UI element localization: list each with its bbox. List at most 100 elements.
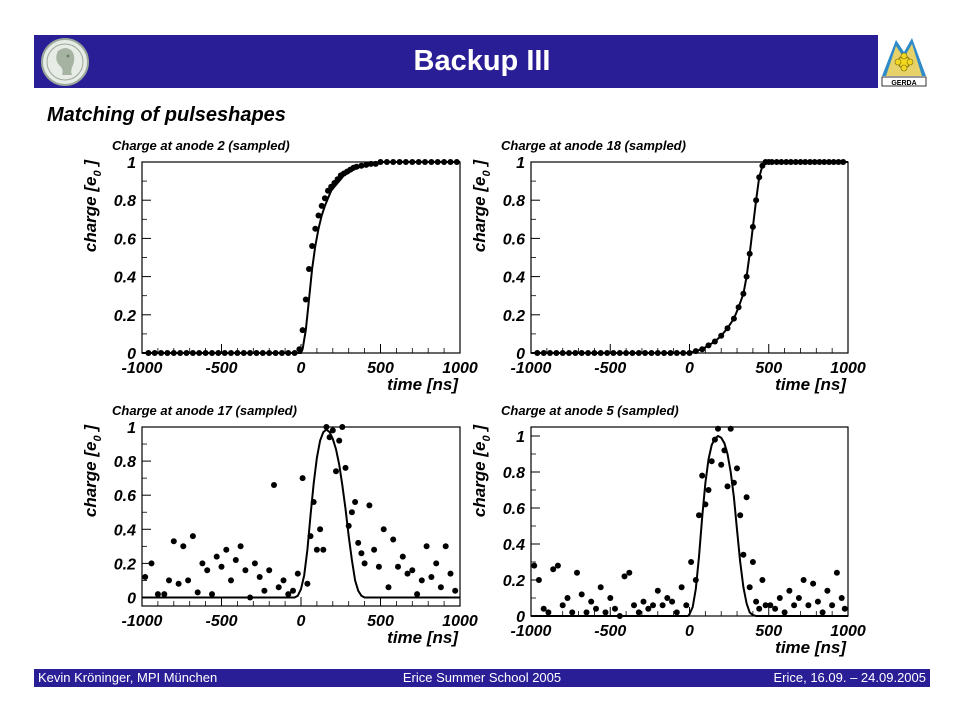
y-tick-label: 0.4 [503, 537, 525, 554]
data-point [285, 350, 292, 356]
y-tick-label: 0.8 [114, 193, 136, 210]
data-point [390, 536, 397, 543]
y-axis-label-subscript: 0 [92, 435, 104, 442]
y-axis-label-main: charge [e [81, 177, 100, 253]
data-point [547, 350, 553, 356]
data-point [743, 273, 750, 280]
data-point [838, 595, 845, 601]
data-point [743, 494, 750, 501]
x-tick-label: -500 [594, 360, 626, 377]
data-point [434, 159, 441, 165]
data-point [291, 350, 298, 356]
data-point [810, 580, 817, 587]
data-point [783, 159, 790, 165]
data-point [377, 159, 384, 165]
y-axis-label-end: ] [470, 424, 489, 436]
data-point [285, 591, 292, 598]
data-point [368, 160, 374, 167]
data-point [572, 350, 579, 356]
data-point [363, 161, 370, 168]
data-point [550, 566, 557, 573]
data-point [422, 159, 428, 165]
data-point [409, 567, 416, 574]
data-point [578, 350, 585, 356]
data-point [535, 577, 542, 583]
data-point [271, 482, 277, 488]
data-point [185, 577, 192, 584]
data-point [814, 598, 821, 605]
y-tick-label: 1 [127, 420, 136, 437]
data-point [821, 159, 828, 165]
data-point [452, 587, 459, 594]
data-point [247, 350, 254, 356]
data-point [320, 546, 327, 553]
data-point [559, 602, 566, 609]
data-point [840, 159, 847, 165]
data-point [151, 350, 158, 356]
x-axis-label: time [ns] [775, 638, 847, 657]
x-tick-label: -500 [205, 360, 237, 377]
data-point [453, 159, 460, 165]
data-point [792, 159, 799, 165]
fit-curve [531, 161, 848, 354]
data-point [772, 605, 779, 612]
data-point [610, 350, 617, 356]
data-point [612, 605, 618, 612]
data-point [635, 609, 642, 616]
y-tick-label: 0.2 [114, 308, 136, 325]
data-point [673, 350, 680, 356]
data-point [310, 499, 317, 505]
data-point [415, 159, 422, 165]
data-point [234, 350, 241, 356]
data-point [746, 584, 753, 591]
data-point [266, 567, 273, 574]
data-point [829, 602, 836, 609]
data-point [566, 350, 572, 356]
data-point [696, 512, 702, 519]
data-point [724, 483, 731, 490]
data-point [597, 584, 604, 591]
plot-anode-2: Charge at anode 2 (sampled) -1000 -500 0 500… [81, 138, 478, 394]
y-tick-label: 1 [127, 155, 136, 172]
data-point [353, 163, 360, 170]
data-point [161, 591, 168, 598]
data-point [749, 559, 756, 565]
y-tick-label: 0.6 [114, 231, 136, 248]
data-point [280, 577, 287, 584]
data-point [835, 159, 842, 165]
data-point [409, 159, 416, 165]
data-point [306, 266, 312, 272]
data-point [447, 570, 454, 577]
data-point [342, 464, 349, 471]
data-point [145, 350, 152, 356]
y-tick-label: 0.2 [503, 308, 525, 325]
data-point [437, 584, 444, 591]
data-point [629, 350, 636, 356]
y-axis-label-subscript: 0 [481, 170, 493, 177]
data-point [718, 332, 725, 339]
data-point [299, 475, 306, 482]
y-tick-label: 0.6 [114, 488, 136, 505]
data-point [759, 577, 766, 583]
data-point [626, 569, 633, 576]
data-point [256, 574, 263, 580]
footer-bar: Kevin Kröninger, MPI München Erice Summe… [34, 669, 930, 687]
footer-author: Kevin Kröninger, MPI München [38, 670, 218, 685]
y-axis-label-subscript: 0 [92, 170, 104, 177]
y-tick-label: 0.8 [114, 454, 136, 471]
data-point [816, 159, 823, 165]
y-axis-label: charge [e0 ] [470, 424, 493, 517]
data-point [215, 350, 222, 356]
data-point [727, 425, 734, 432]
data-point [447, 159, 454, 165]
data-point [602, 609, 609, 616]
data-point [683, 602, 690, 609]
y-axis-label: charge [e0 ] [81, 424, 104, 517]
data-point [811, 159, 818, 165]
data-point [228, 577, 234, 584]
data-point [209, 350, 215, 356]
x-tick-label: 500 [755, 360, 782, 377]
data-point [711, 338, 718, 345]
data-point [164, 350, 171, 356]
y-tick-label: 0 [127, 590, 136, 607]
